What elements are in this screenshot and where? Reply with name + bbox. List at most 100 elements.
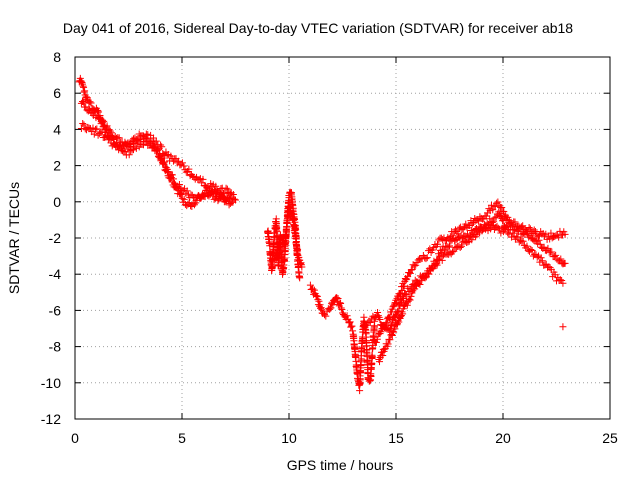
- data-point-track-c: [162, 167, 170, 175]
- y-tick-label: 6: [53, 85, 61, 101]
- data-point-track-g: [399, 295, 407, 303]
- data-point-track-g: [559, 279, 567, 287]
- data-point-track-f: [333, 294, 341, 302]
- data-point-track-f: [359, 335, 367, 343]
- data-point-track-a: [77, 77, 85, 85]
- data-point-track-g: [374, 309, 382, 317]
- x-tick-label: 20: [495, 430, 511, 446]
- data-point-track-i: [487, 225, 495, 233]
- data-point-track-b: [78, 98, 86, 106]
- data-point-track-i: [376, 358, 384, 366]
- data-point-track-c: [163, 167, 171, 175]
- data-point-track-g: [533, 253, 541, 261]
- data-point-track-g: [538, 257, 546, 265]
- data-point-track-f: [366, 377, 374, 385]
- data-point-outlier: [559, 323, 567, 331]
- data-point-track-b: [222, 184, 230, 192]
- data-point-track-i: [431, 262, 439, 270]
- data-point-track-i: [470, 230, 478, 238]
- data-point-track-i: [399, 310, 407, 318]
- data-point-track-i: [390, 328, 398, 336]
- data-point-track-i: [403, 301, 411, 309]
- data-point-track-f: [315, 297, 323, 305]
- data-point-track-f: [367, 372, 375, 380]
- data-point-track-a: [183, 187, 191, 195]
- data-point-track-i: [425, 270, 433, 278]
- data-point-track-c: [98, 128, 106, 136]
- data-point-track-f: [326, 305, 334, 313]
- data-point-track-f: [347, 323, 355, 331]
- data-point-track-f: [318, 306, 326, 314]
- data-point-track-a: [80, 83, 88, 91]
- data-point-track-i: [432, 260, 440, 268]
- data-point-track-c: [160, 160, 168, 168]
- data-point-track-i: [446, 242, 453, 250]
- data-point-track-c: [80, 121, 88, 129]
- data-point-track-i: [379, 351, 387, 359]
- x-tick-label: 0: [71, 430, 79, 446]
- data-point-track-c: [79, 119, 87, 127]
- data-point-track-h: [561, 259, 569, 267]
- data-point-track-h: [402, 276, 410, 284]
- data-point-track-h: [377, 328, 385, 336]
- data-point-track-h: [422, 255, 430, 263]
- data-point-track-c: [120, 147, 128, 155]
- data-point-track-c: [175, 186, 183, 194]
- y-axis-title: SDTVAR / TECUs: [6, 182, 22, 294]
- data-point-track-b: [125, 141, 133, 149]
- data-point-track-g: [499, 217, 507, 225]
- data-point-track-g: [394, 307, 402, 315]
- data-point-track-c: [125, 151, 133, 159]
- data-point-track-c: [215, 195, 223, 203]
- y-tick-label: 4: [53, 121, 61, 137]
- data-point-track-c: [168, 178, 176, 186]
- data-point-track-e: [275, 243, 283, 251]
- data-point-track-b: [91, 108, 99, 116]
- y-tick-label: 8: [53, 49, 61, 65]
- data-point-track-h: [557, 255, 565, 263]
- data-point-track-i: [474, 228, 482, 236]
- x-tick-label: 15: [388, 430, 404, 446]
- data-point-track-g: [523, 242, 531, 250]
- data-point-track-b: [185, 165, 193, 173]
- data-point-track-f: [343, 312, 351, 320]
- data-point-track-i: [561, 230, 569, 238]
- data-point-track-i: [534, 232, 542, 240]
- data-point-track-h: [410, 262, 418, 270]
- data-point-track-i: [526, 225, 534, 233]
- data-point-track-c: [190, 201, 198, 209]
- data-point-track-i: [387, 331, 395, 339]
- data-point-track-b: [127, 140, 135, 148]
- data-point-track-h: [412, 261, 420, 269]
- data-point-track-b: [103, 122, 111, 130]
- data-point-track-i: [488, 222, 496, 230]
- data-point-track-b: [158, 143, 166, 151]
- data-point-track-f: [309, 285, 317, 293]
- y-tick-label: -4: [49, 266, 62, 282]
- data-point-track-c: [106, 134, 114, 142]
- data-point-track-a: [80, 88, 88, 96]
- data-point-track-h: [385, 314, 393, 322]
- data-point-track-b: [106, 127, 114, 135]
- data-point-track-f: [337, 304, 345, 312]
- data-point-track-f: [310, 286, 318, 294]
- data-point-track-i: [391, 325, 399, 333]
- data-point-track-h: [408, 265, 416, 273]
- data-point-track-a: [81, 87, 89, 95]
- data-point-track-a: [78, 78, 86, 86]
- data-point-track-b: [144, 131, 152, 139]
- data-point-track-i: [421, 274, 429, 282]
- data-point-track-i: [433, 256, 441, 264]
- data-point-track-c: [177, 191, 185, 199]
- data-point-track-b: [124, 139, 132, 147]
- data-point-track-h: [504, 213, 512, 221]
- data-point-track-f: [321, 311, 329, 319]
- data-point-track-c: [198, 193, 206, 201]
- data-point-track-a: [87, 99, 95, 107]
- data-point-track-g: [527, 245, 535, 253]
- data-point-track-b: [107, 129, 115, 137]
- data-point-track-h: [536, 240, 544, 248]
- data-point-track-g: [491, 214, 499, 222]
- data-point-track-c: [150, 143, 158, 151]
- data-point-track-b: [135, 136, 143, 144]
